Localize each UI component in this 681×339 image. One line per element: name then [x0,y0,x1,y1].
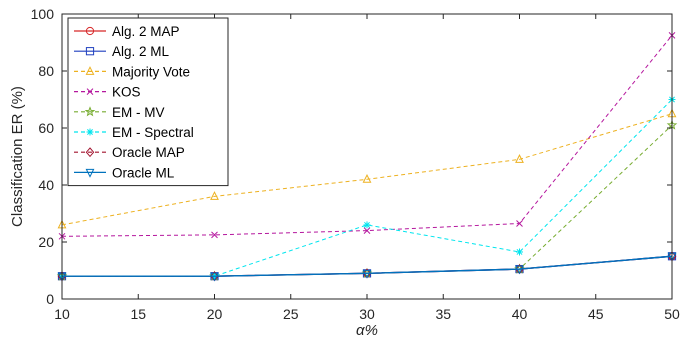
data-point [211,231,218,239]
axes-box [61,13,673,300]
legend-marker [85,26,95,36]
x-tick-label: 40 [512,306,528,322]
x-tick-label: 30 [359,306,375,322]
data-point [210,191,219,200]
data-point [515,265,524,275]
legend-marker [85,168,95,178]
legend-label: EM - MV [112,105,165,120]
legend-item: Alg. 2 ML [74,44,170,59]
y-axis-label: Classification ER (%) [9,86,26,227]
y-tick-label: 60 [38,120,54,136]
legend-marker [86,128,94,136]
y-tick-label: 40 [38,177,54,193]
legend-marker [85,147,95,158]
legend-label: KOS [112,85,141,100]
x-axis-label: α% [356,322,378,339]
x-tick-label: 25 [283,306,299,322]
series-line [61,35,673,237]
y-tick-label: 80 [38,63,54,79]
y-tick-label: 100 [31,6,55,22]
legend-item: KOS [74,85,141,100]
data-point [515,154,524,163]
legend-label: Oracle MAP [112,145,185,160]
x-tick-label: 50 [664,306,680,322]
legend-label: Majority Vote [112,64,190,79]
x-tick-label: 20 [207,306,223,322]
axes-layer: 10 15 20 25 30 35 40 45 50 0 20 40 60 80 100 [31,6,680,322]
series-line [62,255,673,277]
x-tick-label: 10 [54,306,70,322]
data-point [362,173,372,183]
y-tick-label: 0 [46,291,54,307]
legend-item: EM - Spectral [74,125,194,140]
data-point [516,220,523,227]
legend-marker [84,106,96,117]
legend-item: Oracle MAP [74,145,185,160]
legend-label: Oracle ML [112,165,175,180]
legend-marker [86,88,94,95]
data-point [210,272,219,282]
data-point [363,227,371,234]
x-tick-label: 15 [130,306,146,322]
y-tick-label: 20 [38,234,54,250]
x-tick-label: 45 [588,306,604,322]
legend-item: Alg. 2 MAP [74,24,180,39]
legend-box [67,17,229,187]
legend-label: Alg. 2 MAP [112,24,180,39]
legend-item: Oracle ML [74,165,175,180]
series-line [61,113,673,226]
legend-label: EM - Spectral [112,125,194,140]
legend-marker [85,66,95,75]
legend-label: Alg. 2 ML [112,44,170,59]
data-point [362,269,372,279]
x-tick-label: 35 [435,306,451,322]
data-point [363,221,371,229]
legend-marker [85,47,95,56]
data-point [516,248,523,256]
legend-item: Majority Vote [74,64,190,79]
legend-item: EM - MV [74,105,165,120]
series-layer [56,32,678,282]
legend: Alg. 2 MAP Alg. 2 ML Majority Vote KOS EM - … [67,17,229,187]
